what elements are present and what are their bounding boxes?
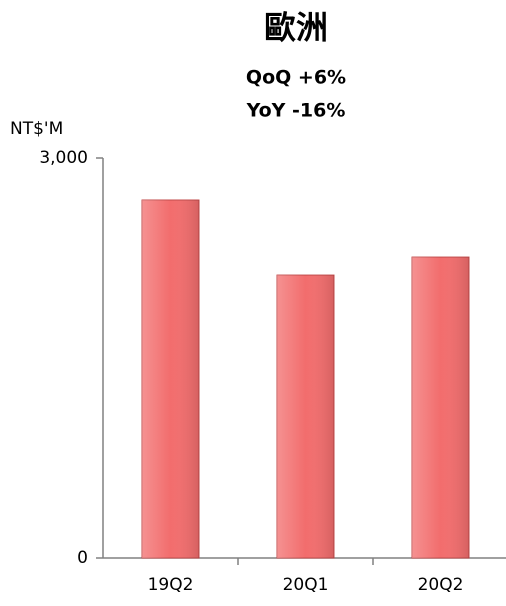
y-tick-label: 0 <box>77 548 88 568</box>
y-tick-label: 3,000 <box>39 148 88 168</box>
x-tick-label: 19Q2 <box>148 575 194 595</box>
bar-shade <box>277 275 334 558</box>
x-tick-label: 20Q1 <box>283 575 329 595</box>
chart-title: 歐洲 <box>264 9 328 47</box>
annotation: YoY -16% <box>246 100 346 122</box>
annotation: QoQ +6% <box>246 67 346 89</box>
bar-shade <box>142 200 199 558</box>
y-axis-label: NT$'M <box>10 119 63 139</box>
bar-shade <box>412 257 469 558</box>
x-tick-label: 20Q2 <box>418 575 464 595</box>
